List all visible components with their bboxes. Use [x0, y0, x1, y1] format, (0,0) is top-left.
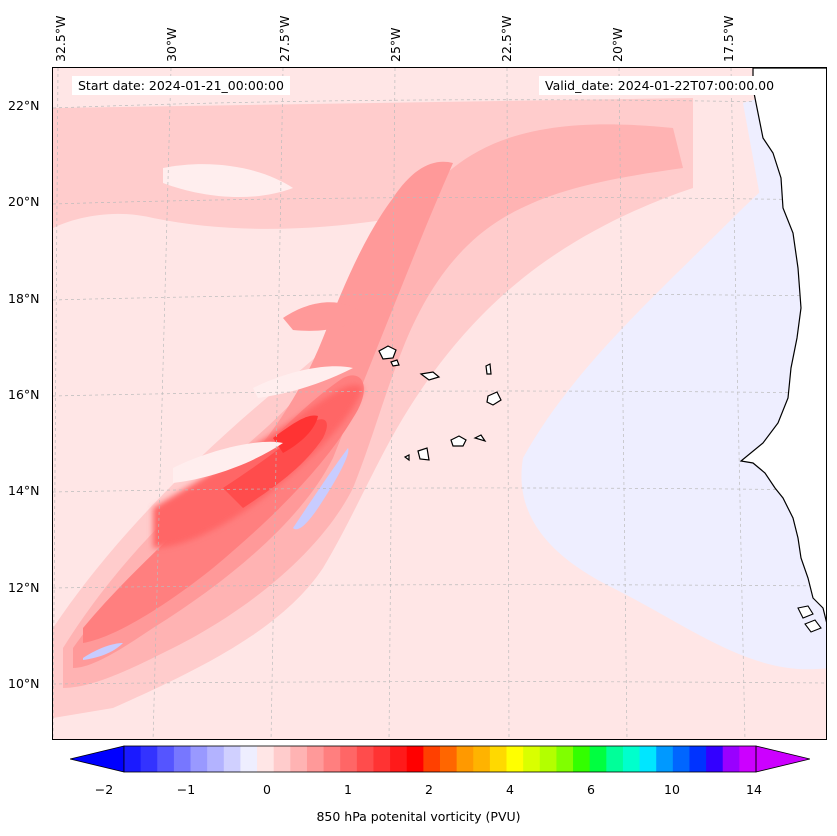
- colorbar-swatch: [606, 746, 624, 772]
- colorbar-swatch: [473, 746, 491, 772]
- pv-band-top: [53, 98, 693, 229]
- colorbar-swatch: [306, 746, 325, 772]
- colorbar-swatch: [157, 746, 175, 772]
- pv-core-2: [223, 419, 327, 508]
- colorbar-tick: 2: [425, 782, 433, 797]
- colorbar-tick: 1: [344, 782, 352, 797]
- graticule: [53, 68, 826, 739]
- cape-verde-islands: [378, 345, 502, 462]
- colorbar-swatch: [556, 746, 574, 772]
- colorbar-swatch: [639, 746, 657, 772]
- colorbar-tick: 10: [664, 782, 680, 797]
- colorbar-swatch: [207, 746, 225, 772]
- lon-label-25w: 25°W: [388, 27, 403, 62]
- colorbar-swatch: [523, 746, 541, 772]
- colorbar-swatch: [423, 746, 441, 772]
- colorbar-swatch: [506, 746, 524, 772]
- lat-label-12n: 12°N: [8, 580, 40, 595]
- lat-label-10n: 10°N: [8, 676, 40, 691]
- pv-streak-mid: [283, 302, 363, 331]
- colorbar-extend-under: [69, 745, 125, 773]
- lon-label-20w: 20°W: [610, 27, 625, 62]
- colorbar-swatch: [223, 746, 241, 772]
- colorbar-swatch: [356, 746, 374, 772]
- colorbar-swatch: [672, 746, 690, 772]
- colorbar-swatch: [373, 746, 391, 772]
- colorbar-tick: 0: [263, 782, 271, 797]
- pv-pale-streak-2: [253, 366, 353, 398]
- colorbar: [69, 744, 811, 774]
- colorbar-swatch: [406, 746, 424, 772]
- colorbar-swatch: [340, 746, 358, 772]
- colorbar-swatch: [706, 746, 724, 772]
- colorbar-swatch: [573, 746, 591, 772]
- colorbar-tick: 4: [506, 782, 514, 797]
- colorbar-swatch: [140, 746, 158, 772]
- pv-pale-streak-3: [163, 164, 293, 198]
- lon-label-17-5w: 17.5°W: [721, 15, 736, 62]
- lon-label-30w: 30°W: [164, 27, 179, 62]
- colorbar-label: 850 hPa potenital vorticity (PVU): [316, 809, 521, 824]
- colorbar-swatch: [390, 746, 408, 772]
- colorbar-outline: [123, 745, 757, 773]
- colorbar-swatch: [290, 746, 308, 772]
- colorbar-swatch: [722, 746, 740, 772]
- colorbar-swatch: [240, 746, 258, 772]
- colorbar-tick: −2: [94, 782, 114, 797]
- colorbar-swatch: [589, 746, 607, 772]
- colorbar-swatch: [489, 746, 508, 772]
- coast-island-2: [804, 619, 822, 633]
- lon-label-22-5w: 22.5°W: [499, 15, 514, 62]
- colorbar-graphic: [69, 745, 811, 773]
- colorbar-swatch: [440, 746, 458, 772]
- colorbar-swatch: [656, 746, 674, 772]
- colorbar-swatch: [190, 746, 208, 772]
- coast-island-1: [797, 605, 814, 619]
- colorbar-tick: −1: [176, 782, 196, 797]
- valid-date-label: Valid_date: 2024-01-22T07:00:00.00: [539, 76, 781, 95]
- lat-label-14n: 14°N: [8, 483, 40, 498]
- colorbar-swatch: [456, 746, 474, 772]
- pv-blue-streak: [293, 448, 349, 530]
- lon-label-32-5w: 32.5°W: [53, 15, 68, 62]
- colorbar-extend-over: [755, 745, 811, 773]
- colorbar-swatch: [124, 746, 142, 772]
- africa-coastline: [739, 68, 826, 623]
- pv-contour-map: [53, 68, 826, 739]
- pv-pale-streak-1: [173, 441, 283, 483]
- colorbar-swatch: [173, 746, 192, 772]
- colorbar-tick: 6: [587, 782, 595, 797]
- start-date-label: Start date: 2024-01-21_00:00:00: [72, 76, 290, 95]
- colorbar-swatch: [739, 746, 757, 772]
- colorbar-swatch: [257, 746, 275, 772]
- colorbar-tick: 14: [746, 782, 762, 797]
- lat-label-20n: 20°N: [8, 194, 40, 209]
- lat-label-18n: 18°N: [8, 291, 40, 306]
- colorbar-swatch: [622, 746, 641, 772]
- colorbar-swatch: [273, 746, 291, 772]
- map-panel: [52, 67, 827, 740]
- lon-label-27-5w: 27.5°W: [277, 15, 292, 62]
- pv-core-3: [273, 415, 318, 453]
- colorbar-swatch: [689, 746, 707, 772]
- pv-negative-region-east: [521, 129, 826, 670]
- lat-label-16n: 16°N: [8, 387, 40, 402]
- pv-blue-streak-2: [83, 643, 123, 660]
- colorbar-swatch: [539, 746, 557, 772]
- colorbar-swatch: [323, 746, 341, 772]
- lat-label-22n: 22°N: [8, 98, 40, 113]
